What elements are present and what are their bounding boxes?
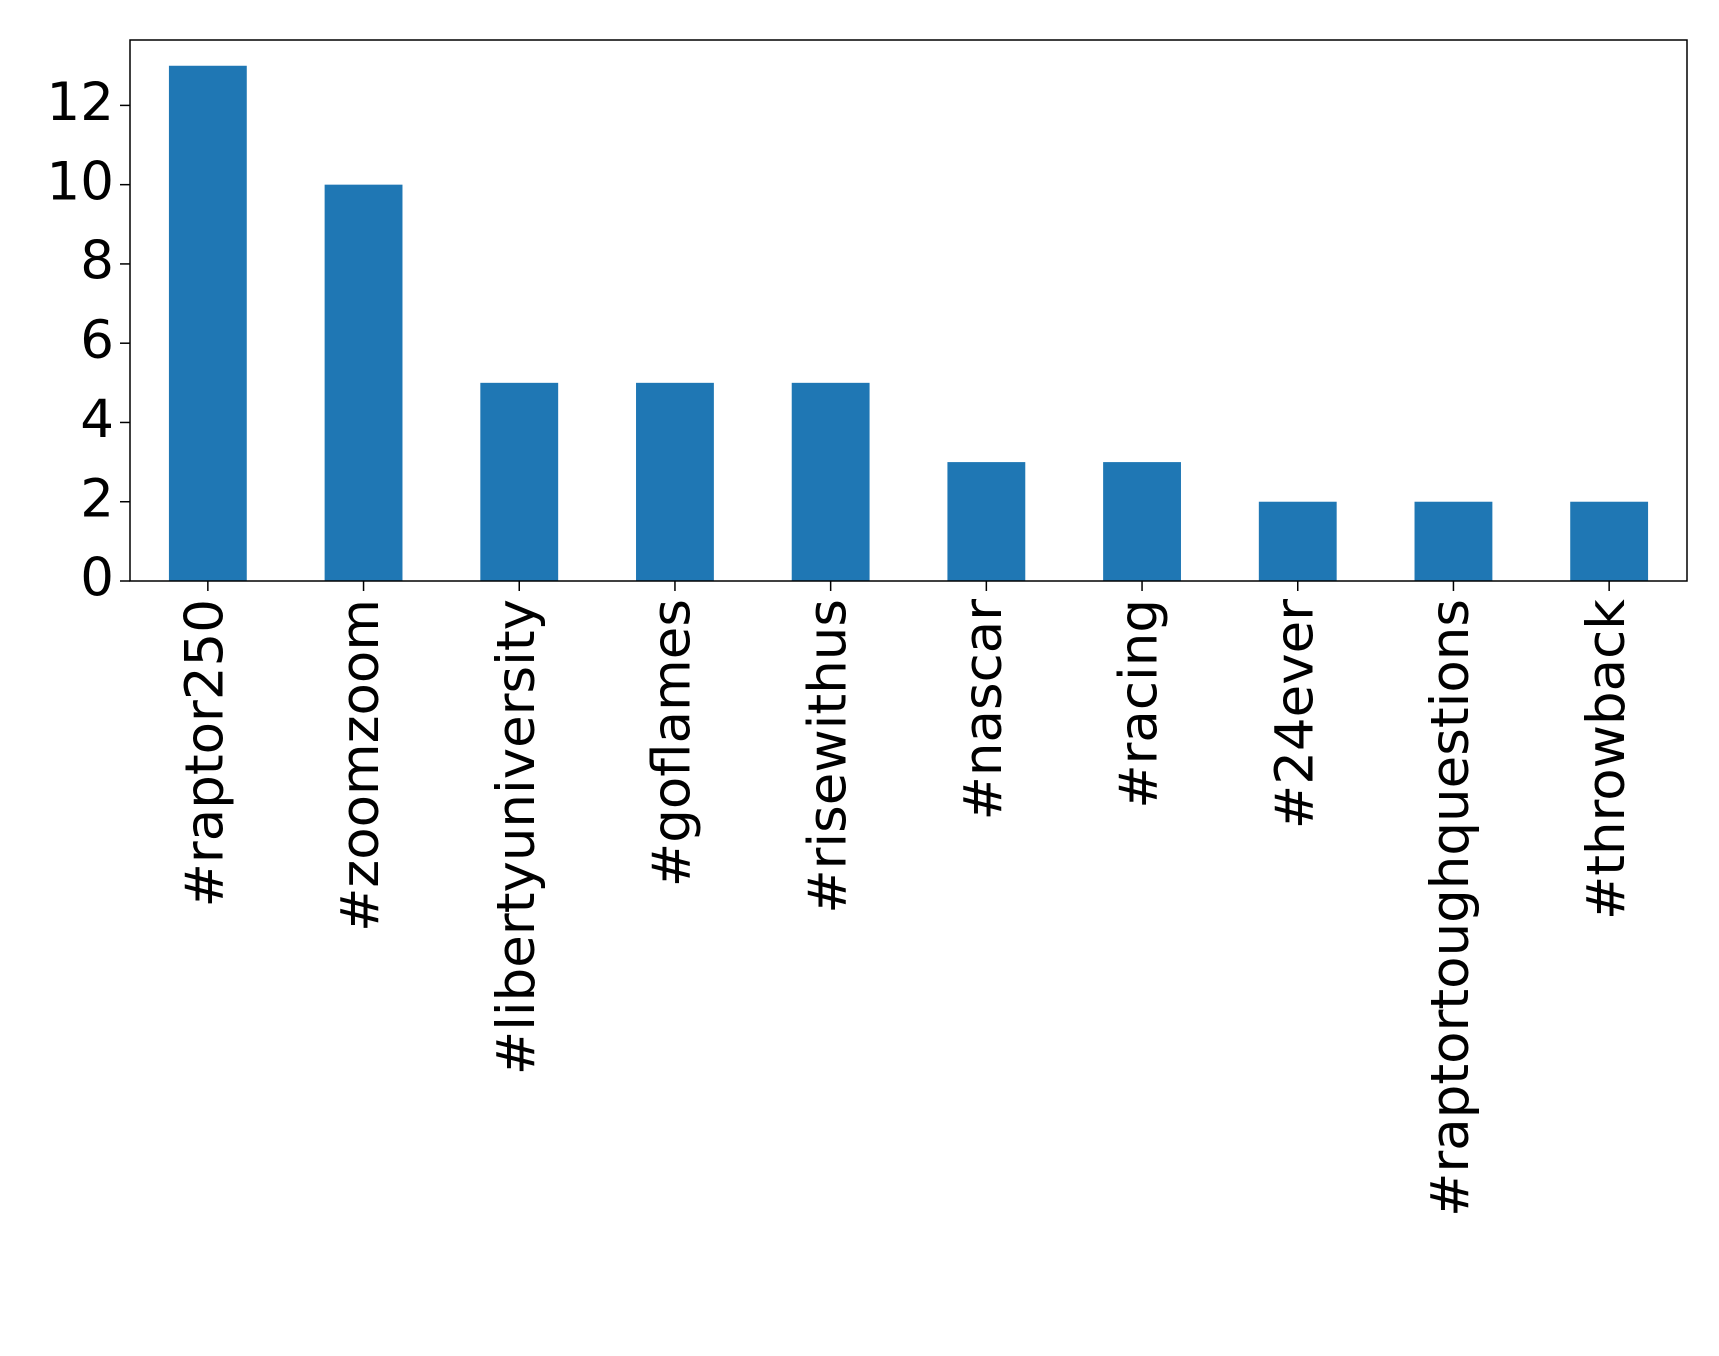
x-tick-label: #raptortoughquestions <box>1420 599 1481 1217</box>
bar <box>791 382 870 581</box>
y-tick-label: 8 <box>80 231 114 292</box>
y-tick-label: 4 <box>80 389 114 450</box>
bar <box>1570 501 1649 581</box>
bar <box>1103 462 1181 581</box>
bar <box>1258 501 1337 581</box>
x-tick-label: #24ever <box>1264 599 1325 829</box>
bar <box>480 382 559 581</box>
x-tick-label: #nascar <box>953 599 1014 821</box>
bar <box>324 184 403 581</box>
y-tick-label: 0 <box>80 548 114 609</box>
y-tick-label: 12 <box>47 72 114 133</box>
x-tick-label: #raptor250 <box>174 599 235 907</box>
x-tick-label: #goflames <box>642 599 703 887</box>
x-tick-label: #zoomzoom <box>330 599 391 932</box>
y-tick-label: 10 <box>47 151 114 212</box>
y-tick-label: 6 <box>80 310 114 371</box>
bar <box>636 382 714 581</box>
bar <box>1414 501 1493 581</box>
x-tick-label: #libertyuniversity <box>486 599 547 1075</box>
x-tick-label: #racing <box>1109 599 1170 809</box>
plot-frame <box>129 39 1688 582</box>
x-tick-label: #risewithus <box>797 599 858 914</box>
x-tick-label: #throwback <box>1576 599 1637 920</box>
bar <box>168 65 247 581</box>
y-tick-label: 2 <box>80 468 114 529</box>
bar <box>947 462 1026 581</box>
